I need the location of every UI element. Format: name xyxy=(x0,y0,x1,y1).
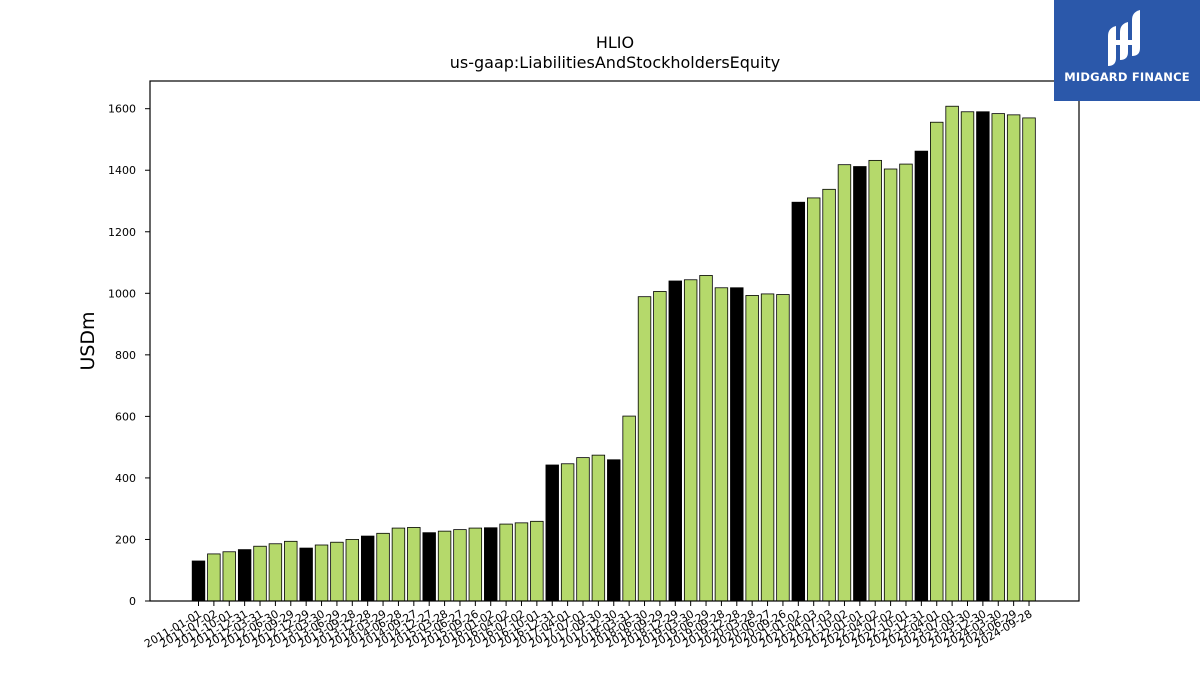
bar-2017-12-30 xyxy=(622,415,636,602)
bar-2024-06-29 xyxy=(1022,117,1036,602)
bar-2019-12-28 xyxy=(745,295,759,602)
y-tick-label: 600 xyxy=(115,410,136,423)
bar-2014-12-27 xyxy=(437,530,452,602)
bar-2021-01-02 xyxy=(807,197,821,602)
bar-2012-12-29 xyxy=(314,544,329,602)
bar-2023-07-01 xyxy=(960,111,975,602)
y-axis: 0 200 400 600 800 1000 1200 1400 1600 xyxy=(108,103,150,608)
bar-2013-06-29 xyxy=(345,539,360,602)
y-tick-label: 800 xyxy=(115,349,136,362)
midgard-logo-icon xyxy=(1108,10,1140,66)
bar-2014-03-29 xyxy=(391,527,406,602)
bar-2019-09-28 xyxy=(730,287,744,602)
bar-2018-12-29 xyxy=(683,279,698,602)
bar-2011-07-02 xyxy=(222,551,236,602)
bar-2022-04-02 xyxy=(883,168,898,602)
y-tick-label: 1000 xyxy=(108,287,136,300)
bar-2015-06-27 xyxy=(468,527,483,602)
chart-subtitle: us-gaap:LiabilitiesAndStockholdersEquity xyxy=(450,53,781,72)
bar-2015-09-26 xyxy=(484,527,498,602)
bar-2012-03-31 xyxy=(268,543,283,602)
y-tick-label: 200 xyxy=(115,533,136,546)
bar-2014-09-27 xyxy=(422,532,436,602)
bar-2018-03-31 xyxy=(637,296,652,602)
bar-2019-06-29 xyxy=(714,287,729,602)
bar-2018-06-30 xyxy=(653,291,667,602)
bar-2022-07-02 xyxy=(899,163,913,602)
bar-2020-06-27 xyxy=(776,294,790,602)
bar-2023-09-30 xyxy=(976,111,990,602)
bar-2024-03-30 xyxy=(1006,114,1021,602)
bar-2020-09-26 xyxy=(791,201,806,602)
brand-name: MIDGARD FINANCE xyxy=(1064,70,1190,84)
bar-2013-12-28 xyxy=(376,532,390,602)
bar-2018-09-29 xyxy=(668,280,682,602)
y-tick-label: 400 xyxy=(115,472,136,485)
bar-2021-07-03 xyxy=(837,164,852,602)
bar-2011-12-31 xyxy=(253,545,267,602)
bar-2022-10-01 xyxy=(914,150,929,602)
bars-group xyxy=(191,105,1036,602)
y-tick-label: 1200 xyxy=(108,226,136,239)
bar-2011-04-02 xyxy=(207,553,221,602)
bar-2016-12-31 xyxy=(560,463,575,602)
bar-2011-01-01 xyxy=(191,560,206,602)
y-tick-label: 1600 xyxy=(108,103,136,116)
bar-2016-10-01 xyxy=(545,464,559,602)
bar-2014-06-28 xyxy=(407,527,421,602)
bar-2021-04-03 xyxy=(822,188,836,602)
bar-2016-07-02 xyxy=(530,520,544,602)
bar-2023-12-30 xyxy=(991,113,1005,602)
bar-2017-07-01 xyxy=(591,454,606,602)
bar-2022-12-31 xyxy=(930,121,944,602)
x-axis: 2011-01-012011-07-022011-10-012011-12-31… xyxy=(142,601,1035,651)
bar-2011-10-01 xyxy=(237,549,252,602)
y-tick-label: 1400 xyxy=(108,164,136,177)
bar-2012-06-30 xyxy=(284,540,298,602)
bar-2016-01-02 xyxy=(499,523,513,602)
bar-2019-03-30 xyxy=(699,275,713,602)
bar-2023-04-01 xyxy=(945,105,959,602)
bar-2017-04-01 xyxy=(576,457,590,602)
bar-2012-09-29 xyxy=(299,547,313,602)
y-axis-label: USDm xyxy=(77,311,99,370)
bar-2020-03-28 xyxy=(760,293,775,602)
brand-logo: MIDGARD FINANCE xyxy=(1054,0,1200,101)
bar-2015-03-28 xyxy=(453,529,467,602)
plot-frame xyxy=(149,80,1080,602)
bar-2017-09-30 xyxy=(607,459,621,602)
bar-2021-10-02 xyxy=(853,166,867,602)
bar-2022-01-01 xyxy=(868,159,882,602)
bar-2013-09-28 xyxy=(360,535,375,602)
bar-2016-04-02 xyxy=(514,522,529,602)
chart-title: HLIO xyxy=(596,33,634,52)
y-tick-label: 0 xyxy=(129,595,136,608)
bar-2013-03-30 xyxy=(330,541,344,602)
